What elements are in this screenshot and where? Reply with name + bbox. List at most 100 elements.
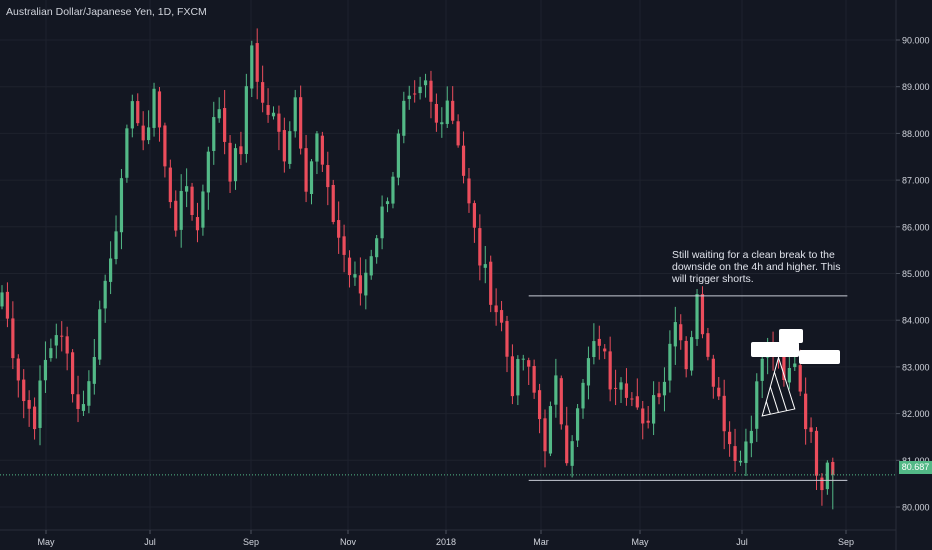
candle-body: [60, 335, 64, 337]
candle-body: [429, 80, 433, 102]
candle: [451, 86, 455, 125]
candle-body: [391, 176, 395, 204]
candle: [565, 406, 569, 466]
text-annotation[interactable]: Still waiting for a clean break to the d…: [672, 249, 841, 285]
price-tick-label: 83.000: [902, 362, 930, 372]
candle: [586, 346, 591, 400]
candle: [60, 321, 64, 352]
candle-body: [728, 431, 732, 445]
candle-body: [804, 393, 808, 430]
candle: [467, 168, 471, 213]
candle-body: [413, 93, 417, 95]
candle-body: [570, 441, 574, 466]
candle-body: [711, 358, 715, 387]
triangle-wave-leg: [773, 372, 788, 411]
candle: [168, 159, 172, 209]
candle: [331, 179, 335, 225]
candle: [163, 122, 167, 178]
candle-body: [179, 190, 183, 230]
candle: [11, 301, 15, 370]
candle: [119, 169, 124, 250]
candle-body: [467, 178, 471, 204]
candle: [49, 338, 53, 362]
candle: [54, 323, 58, 359]
candle: [87, 370, 91, 414]
candle-body: [49, 348, 53, 359]
candle: [223, 89, 227, 155]
candle-body: [233, 148, 238, 182]
candle-body: [575, 408, 580, 441]
candle-body: [516, 358, 520, 396]
candle-body: [543, 418, 547, 452]
candle-body: [668, 343, 672, 381]
candle-body: [418, 86, 422, 94]
candle: [684, 336, 688, 378]
candle: [472, 200, 477, 243]
candle: [429, 70, 433, 119]
candle: [668, 330, 672, 393]
candle: [722, 379, 726, 450]
candle: [597, 325, 601, 360]
candle: [489, 255, 493, 313]
candle: [244, 73, 248, 163]
candle: [130, 94, 134, 138]
candle-body: [402, 100, 406, 136]
drawing-tools[interactable]: [0, 295, 896, 481]
candle: [114, 215, 118, 265]
candle-body: [684, 340, 688, 370]
candle: [76, 375, 80, 423]
price-tick-label: 81.000: [902, 456, 930, 466]
candle-body: [304, 148, 308, 192]
candle-body: [619, 382, 623, 390]
time-axis[interactable]: May Jul Sep Nov 2018 Mar May Jul Sep: [0, 529, 896, 547]
candle: [423, 73, 428, 98]
candle: [825, 460, 829, 495]
candle: [152, 82, 156, 137]
candle: [679, 314, 683, 350]
price-tick-label: 89.000: [902, 82, 930, 92]
candle-body: [554, 375, 558, 405]
candle-body: [483, 264, 487, 268]
price-axis[interactable]: 80.000 81.000 82.000 83.000 84.000 85.000 86.0…: [895, 0, 930, 550]
time-tick-label: Jul: [736, 537, 748, 547]
candle: [347, 250, 352, 288]
candle-body: [505, 321, 509, 357]
candle: [521, 354, 525, 371]
candle-body: [662, 381, 667, 396]
price-tick-label: 84.000: [902, 316, 930, 326]
candle-body: [293, 97, 297, 132]
candle-body: [603, 348, 607, 352]
triangle-wave-leg: [769, 386, 779, 413]
candle-body: [337, 220, 341, 238]
candle: [337, 201, 341, 254]
candle: [657, 381, 661, 405]
candle-body: [385, 201, 390, 205]
candle-body: [641, 408, 645, 424]
candle-body: [733, 446, 737, 462]
candle-body: [22, 379, 26, 402]
candle: [809, 417, 813, 443]
candle-body: [755, 381, 759, 429]
candle-body: [87, 381, 91, 406]
time-tick-label: Jul: [144, 537, 156, 547]
candle: [288, 121, 292, 169]
candle: [212, 101, 216, 165]
redacted-box: [751, 342, 799, 357]
candle: [179, 174, 183, 248]
candle-body: [798, 365, 802, 392]
candle-body: [461, 145, 466, 176]
candle: [358, 257, 362, 306]
candle-body: [185, 186, 189, 192]
candle: [282, 117, 286, 173]
candle-body: [456, 121, 460, 146]
candle-body: [27, 400, 31, 409]
candle-body: [510, 356, 515, 397]
candle: [575, 403, 580, 448]
candle: [22, 369, 26, 419]
candle: [266, 88, 270, 123]
candle-body: [16, 358, 20, 381]
candle-body: [527, 360, 531, 367]
candle: [353, 261, 357, 286]
